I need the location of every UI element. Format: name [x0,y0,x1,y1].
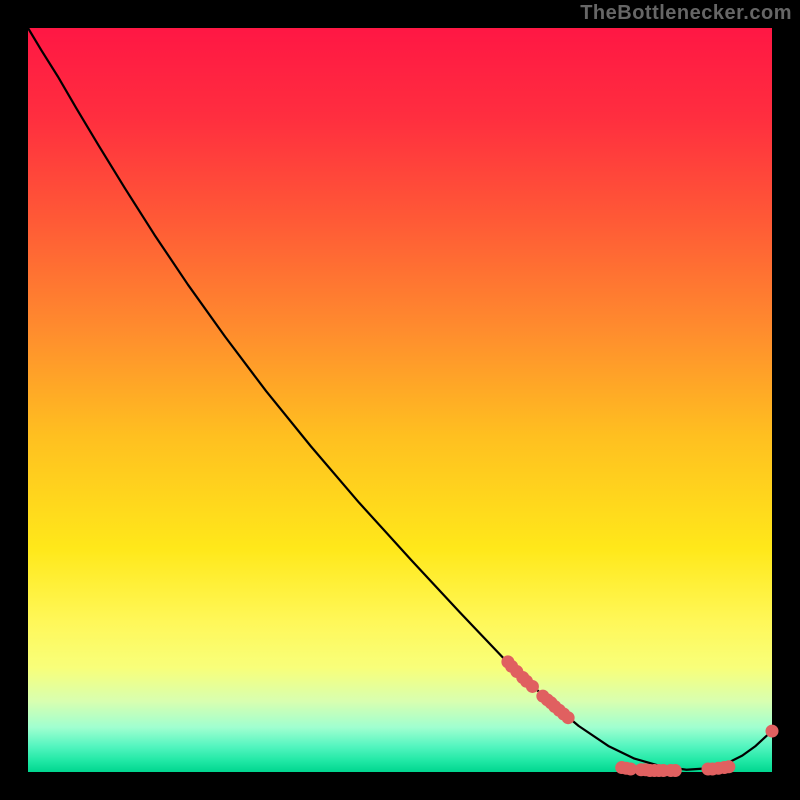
data-marker [562,712,574,724]
chart-container: TheBottlenecker.com [0,0,800,800]
data-marker [669,765,681,777]
watermark-text: TheBottlenecker.com [580,2,792,25]
chart-svg [0,0,800,800]
data-marker [723,761,735,773]
gradient-background [28,28,772,772]
data-marker [526,680,538,692]
data-marker [766,725,778,737]
